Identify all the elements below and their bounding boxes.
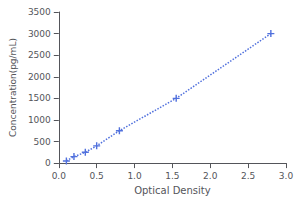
svg-text:Concentration(pg/mL): Concentration(pg/mL) bbox=[8, 38, 18, 137]
svg-text:Optical Density: Optical Density bbox=[134, 185, 211, 196]
svg-text:1000: 1000 bbox=[28, 115, 51, 125]
svg-text:0: 0 bbox=[45, 158, 51, 168]
svg-text:0.5: 0.5 bbox=[90, 171, 104, 181]
svg-text:1.5: 1.5 bbox=[165, 171, 179, 181]
svg-text:500: 500 bbox=[34, 137, 51, 147]
svg-text:0.0: 0.0 bbox=[52, 171, 67, 181]
svg-text:3500: 3500 bbox=[28, 7, 51, 17]
svg-text:2500: 2500 bbox=[28, 50, 51, 60]
svg-text:2000: 2000 bbox=[28, 72, 51, 82]
svg-text:1500: 1500 bbox=[28, 93, 51, 103]
svg-text:2.5: 2.5 bbox=[241, 171, 255, 181]
svg-text:3.0: 3.0 bbox=[279, 171, 294, 181]
svg-text:2.0: 2.0 bbox=[203, 171, 218, 181]
svg-text:1.0: 1.0 bbox=[127, 171, 142, 181]
svg-text:3000: 3000 bbox=[28, 29, 51, 39]
